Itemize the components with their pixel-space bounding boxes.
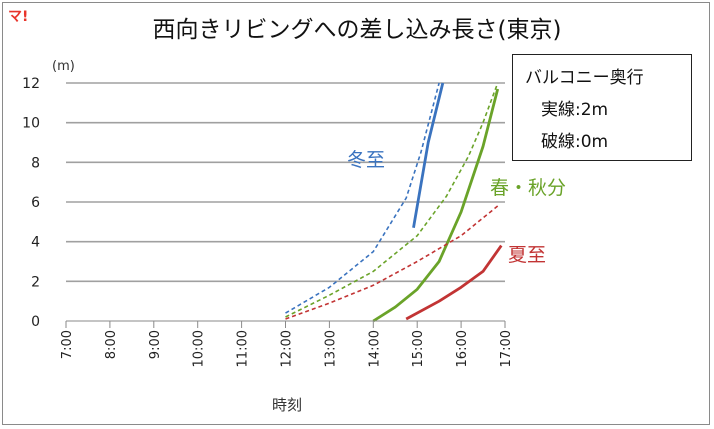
x-tick-label: 10:00	[192, 330, 207, 367]
annotation-equinox: 春・秋分	[490, 177, 566, 199]
y-tick-label: 0	[31, 314, 40, 330]
tick-labels: 0 2 4 6 8 10 12 7:00 8:00 9:00 10:00 11:00 12:00 13:0…	[22, 76, 514, 367]
series-dashed-line	[285, 82, 440, 314]
x-tick-label: 16:00	[455, 330, 470, 367]
gridlines	[66, 82, 505, 283]
chart-frame	[2, 2, 710, 425]
series-lines	[285, 82, 503, 323]
x-tick-label: 12:00	[280, 330, 295, 367]
y-tick-label: 4	[31, 235, 40, 251]
legend-solid: 実線:2m	[541, 100, 609, 120]
x-axis-label: 時刻	[272, 396, 302, 414]
series-solid-line	[412, 82, 445, 229]
x-tick-label: 17:00	[499, 330, 514, 367]
series-solid-line	[405, 244, 503, 321]
series-dashed-line	[285, 205, 499, 320]
annotation-summer: 夏至	[508, 244, 546, 266]
x-tick-label: 9:00	[148, 330, 163, 359]
brand-logo: マ!	[8, 9, 29, 25]
y-unit-label: (m)	[52, 59, 75, 74]
legend-dashed: 破線:0m	[541, 132, 609, 152]
x-tick-label: 13:00	[323, 330, 338, 367]
legend-box: バルコニー奥行 実線:2m 破線:0m	[512, 54, 692, 161]
y-tick-label: 8	[31, 155, 40, 171]
legend-title: バルコニー奥行	[525, 68, 644, 88]
x-tick-label: 7:00	[60, 330, 75, 359]
x-tick-label: 14:00	[367, 330, 382, 367]
x-tick-label: 11:00	[236, 330, 251, 367]
annotation-winter: 冬至	[347, 149, 385, 171]
y-tick-label: 6	[31, 195, 40, 211]
series-solid-line	[372, 88, 500, 323]
y-tick-label: 12	[22, 76, 40, 92]
y-tick-label: 2	[31, 274, 40, 290]
y-tick-label: 10	[22, 116, 40, 132]
chart-title: 西向きリビングへの差し込み長さ(東京)	[152, 17, 562, 43]
x-tick-label: 15:00	[411, 330, 426, 367]
series-dashed-line	[285, 82, 499, 318]
x-tick-label: 8:00	[104, 330, 119, 359]
